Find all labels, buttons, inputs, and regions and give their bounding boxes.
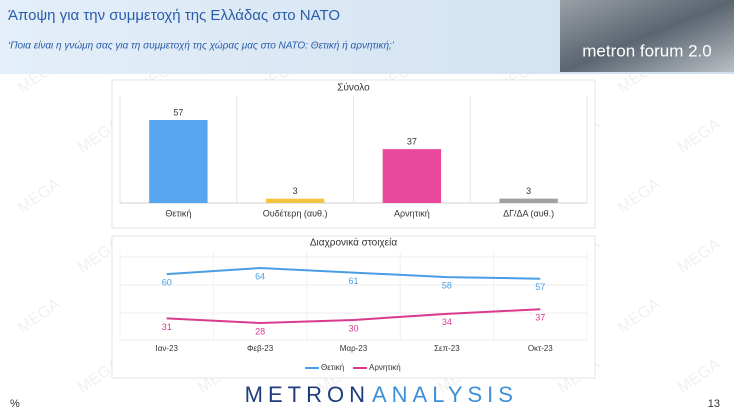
x-tick-label: Αρνητική — [394, 208, 430, 218]
footer-logo-left: METRON — [245, 382, 370, 407]
data-label: 31 — [162, 322, 172, 332]
data-label: 57 — [535, 282, 545, 292]
footer-logo-right: ANALYSIS — [372, 382, 518, 407]
legend-label: Θετική — [321, 363, 344, 372]
data-label: 60 — [162, 277, 172, 287]
data-label: 37 — [535, 313, 545, 323]
legend-label: Αρνητική — [369, 363, 401, 372]
x-tick-label: Ουδέτερη (αυθ.) — [263, 208, 328, 218]
subtitle: ‘Ποια είναι η γνώμη σας για τη συμμετοχή… — [8, 40, 395, 52]
bar — [499, 198, 558, 203]
data-label: 58 — [442, 281, 452, 291]
data-label: 34 — [442, 317, 452, 327]
x-tick-label: Οκτ-23 — [528, 344, 553, 353]
page-number: 13 — [708, 398, 720, 410]
x-tick-label: Φεβ-23 — [247, 344, 274, 353]
logo: metron forum 2.0 — [582, 41, 711, 60]
x-tick-label: Μαρ-23 — [340, 344, 368, 353]
x-tick-label: Ιαν-23 — [155, 344, 178, 353]
x-tick-label: ΔΓ/ΔΑ (αυθ.) — [503, 208, 554, 218]
data-label: 64 — [255, 271, 265, 281]
line — [166, 308, 541, 325]
bar — [382, 149, 442, 203]
data-label: 28 — [255, 326, 265, 336]
logo-image — [560, 0, 734, 72]
data-label: 61 — [348, 276, 358, 286]
x-tick-label: Θετική — [165, 208, 191, 218]
line — [166, 266, 541, 280]
data-label: 57 — [173, 107, 183, 117]
data-label: 3 — [293, 186, 298, 196]
chart-title: Σύνολο — [337, 82, 370, 94]
data-label: 37 — [407, 136, 417, 146]
title: Άποψη για την συμμετοχή της Ελλάδας στο … — [8, 7, 340, 24]
data-label: 3 — [526, 186, 531, 196]
line-panel — [111, 235, 596, 379]
chart-title: Διαχρονικά στοιχεία — [310, 237, 398, 249]
unit: % — [10, 398, 20, 410]
x-tick-label: Σεπ-23 — [434, 344, 460, 353]
bar — [149, 120, 208, 203]
charts: Σύνολο 57 Θετική 3 Ουδέτερη (αυθ.) 37 Αρνητική… — [119, 82, 588, 372]
bar — [265, 198, 325, 203]
data-label: 30 — [348, 323, 358, 333]
